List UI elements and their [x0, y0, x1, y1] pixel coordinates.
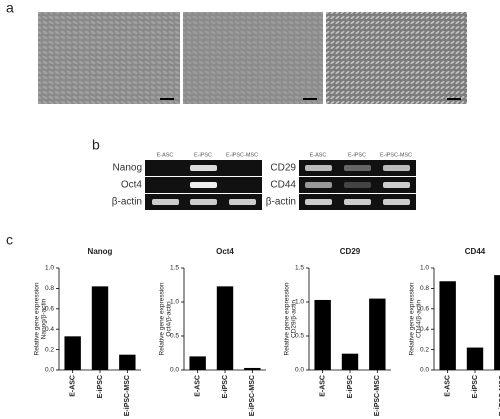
chart-title: Oct4: [216, 247, 234, 256]
y-tick-label: 0.2: [420, 346, 429, 353]
gel-band: [190, 199, 217, 205]
bar: [494, 275, 500, 370]
chart-title: CD29: [340, 247, 361, 256]
gel-band: [383, 165, 410, 171]
y-axis-label: Relative gene expression: [409, 282, 416, 355]
gel-band: [305, 182, 332, 188]
micrograph-texture: [183, 12, 323, 104]
gel-left: E-ASC E-iPSC E-iPSC-MSC Nanog Oct4 β-act…: [112, 152, 262, 210]
x-tick-label: E-iPSC-MSC: [124, 375, 131, 416]
chart-title: Nanog: [88, 247, 113, 256]
chart-title: CD44: [465, 247, 486, 256]
gel-band: [152, 199, 179, 205]
y-tick-label: 1.0: [295, 299, 304, 306]
lane-label: E-ASC: [310, 152, 327, 158]
x-tick-label: E-iPSC: [97, 375, 104, 398]
gel-band: [344, 165, 371, 171]
bar: [369, 298, 386, 370]
gel-band: [190, 182, 217, 188]
y-axis-label: Relative gene expression: [34, 282, 41, 355]
gel-band: [229, 199, 256, 205]
bar: [189, 356, 206, 370]
bar: [64, 336, 81, 370]
y-tick-label: 0.6: [45, 306, 54, 313]
y-tick-label: 0.4: [420, 326, 429, 333]
micrograph: [38, 12, 180, 104]
gel-band: [305, 199, 332, 205]
lane-label: E-iPSC: [348, 152, 366, 158]
lane-label: E-iPSC: [194, 152, 212, 158]
y-tick-label: 0.0: [420, 367, 429, 374]
bar: [466, 347, 484, 370]
bar: [244, 367, 261, 370]
gel-right: E-ASC E-iPSC E-iPSC-MSC CD29 CD44 β-acti…: [266, 152, 416, 210]
row-label: β-actin: [112, 197, 142, 208]
x-tick-label: E-iPSC-MSC: [249, 375, 256, 416]
x-tick-label: E-ASC: [70, 375, 77, 397]
panel-label: a: [6, 0, 14, 16]
x-tick-label: E-iPSC: [347, 375, 354, 398]
y-axis-label: CD44/β-actin: [416, 300, 423, 338]
row-label: Oct4: [121, 180, 143, 191]
lane-label: E-iPSC-MSC: [380, 152, 412, 158]
y-tick-label: 0.4: [45, 326, 54, 333]
row-label: CD44: [270, 180, 296, 191]
bar: [91, 286, 109, 370]
gel-band: [344, 182, 371, 188]
y-axis-label: CD29/β-actin: [291, 300, 298, 338]
lane-label: E-iPSC-MSC: [226, 152, 258, 158]
y-tick-label: 0.2: [45, 346, 54, 353]
y-tick-label: 1.0: [45, 265, 54, 272]
x-tick-label: E-iPSC: [222, 375, 229, 398]
y-tick-label: 0.5: [295, 333, 304, 340]
y-tick-label: 0.8: [420, 285, 429, 292]
x-tick-label: E-ASC: [445, 375, 452, 397]
y-tick-label: 0.0: [295, 367, 304, 374]
bar: [314, 299, 331, 370]
x-tick-label: E-iPSC-MSC: [374, 375, 381, 416]
scale-bar: [160, 98, 174, 100]
y-tick-label: 0.0: [170, 367, 179, 374]
gel-band: [383, 182, 410, 188]
y-tick-label: 0.0: [45, 367, 54, 374]
micrograph: [326, 12, 467, 104]
bar: [341, 353, 359, 370]
y-axis-label: Relative gene expression: [159, 282, 166, 355]
row-label: β-actin: [266, 197, 296, 208]
bar: [216, 286, 234, 370]
panel-label: b: [92, 137, 100, 153]
y-tick-label: 0.5: [170, 333, 179, 340]
y-axis-label: Nanog/β-actin: [41, 298, 48, 339]
panel-label: c: [6, 232, 13, 248]
bar: [119, 354, 136, 370]
gel-band: [344, 199, 371, 205]
lane-label: E-ASC: [157, 152, 174, 158]
gel-band: [383, 199, 410, 205]
y-tick-label: 1.0: [170, 299, 179, 306]
y-tick-label: 1.5: [295, 265, 304, 272]
y-tick-label: 1.5: [170, 265, 179, 272]
y-axis-label: Oct4/β-actin: [166, 301, 173, 337]
y-tick-label: 1.0: [420, 265, 429, 272]
x-tick-label: E-iPSC: [472, 375, 479, 398]
row-label: CD29: [270, 163, 296, 174]
gel-band: [305, 165, 332, 171]
y-axis-label: Relative gene expression: [284, 282, 291, 355]
row-label: Nanog: [113, 163, 142, 174]
scale-bar: [447, 98, 461, 100]
gel-band: [190, 165, 217, 171]
y-tick-label: 0.6: [420, 306, 429, 313]
bar: [439, 281, 456, 370]
scale-bar: [303, 98, 317, 100]
x-tick-label: E-ASC: [195, 375, 202, 397]
y-tick-label: 0.8: [45, 285, 54, 292]
x-tick-label: E-ASC: [320, 375, 327, 397]
